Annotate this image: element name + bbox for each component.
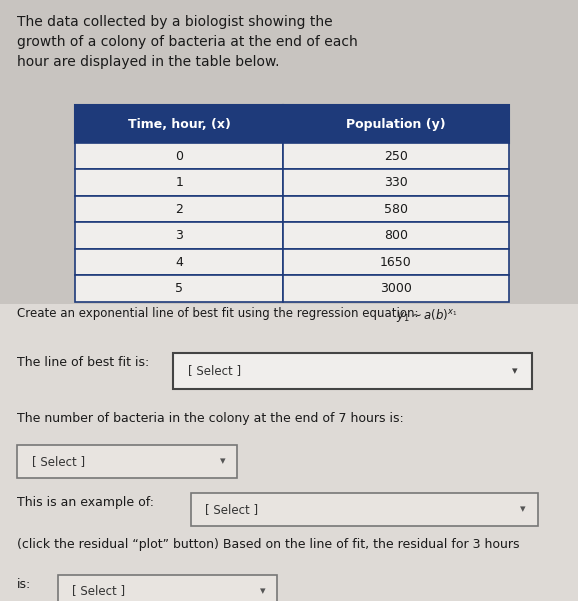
Text: 330: 330 (384, 176, 408, 189)
Text: 2: 2 (175, 203, 183, 216)
Bar (173, 353, 532, 389)
Text: Time, hour, (x): Time, hour, (x) (128, 118, 231, 130)
Text: [ Select ]: [ Select ] (188, 364, 241, 377)
Text: Population (y): Population (y) (346, 118, 446, 130)
Bar (283, 196, 509, 222)
Text: ▾: ▾ (220, 456, 225, 466)
Bar (75, 275, 283, 302)
Text: 4: 4 (175, 255, 183, 269)
Bar (283, 105, 509, 143)
Text: 1: 1 (175, 176, 183, 189)
Bar (191, 493, 538, 526)
Text: ▾: ▾ (260, 586, 266, 596)
Bar (283, 169, 509, 196)
Text: The line of best fit is:: The line of best fit is: (17, 356, 150, 369)
Text: [ Select ]: [ Select ] (32, 455, 85, 468)
Bar (283, 275, 509, 302)
Bar (283, 143, 509, 169)
Text: 800: 800 (384, 229, 408, 242)
Bar (75, 249, 283, 275)
Text: [ Select ]: [ Select ] (72, 584, 125, 597)
Text: ▾: ▾ (512, 366, 517, 376)
Text: 250: 250 (384, 150, 408, 163)
Text: 1650: 1650 (380, 255, 412, 269)
Bar (17, 445, 237, 478)
Text: The number of bacteria in the colony at the end of 7 hours is:: The number of bacteria in the colony at … (17, 412, 404, 425)
Bar (75, 143, 283, 169)
Bar (58, 575, 277, 601)
Text: 580: 580 (384, 203, 408, 216)
Text: [ Select ]: [ Select ] (205, 503, 258, 516)
Bar (283, 222, 509, 249)
Bar (75, 196, 283, 222)
Text: is:: is: (17, 578, 32, 591)
Text: 5: 5 (175, 282, 183, 295)
Bar (283, 249, 509, 275)
Text: Create an exponential line of best fit using the regression equation:: Create an exponential line of best fit u… (17, 307, 423, 320)
Text: (click the residual “plot” button) Based on the line of fit, the residual for 3 : (click the residual “plot” button) Based… (17, 538, 520, 551)
Bar (75, 169, 283, 196)
Text: ▾: ▾ (520, 504, 526, 514)
Text: The data collected by a biologist showing the
growth of a colony of bacteria at : The data collected by a biologist showin… (17, 15, 358, 69)
Text: 3000: 3000 (380, 282, 412, 295)
Bar (75, 105, 283, 143)
Text: $y_1 \sim a(b)^{x_1}$: $y_1 \sim a(b)^{x_1}$ (396, 307, 457, 323)
Bar (75, 222, 283, 249)
Bar (0, 304, 578, 601)
Text: 3: 3 (175, 229, 183, 242)
Text: This is an example of:: This is an example of: (17, 496, 154, 509)
Text: 0: 0 (175, 150, 183, 163)
